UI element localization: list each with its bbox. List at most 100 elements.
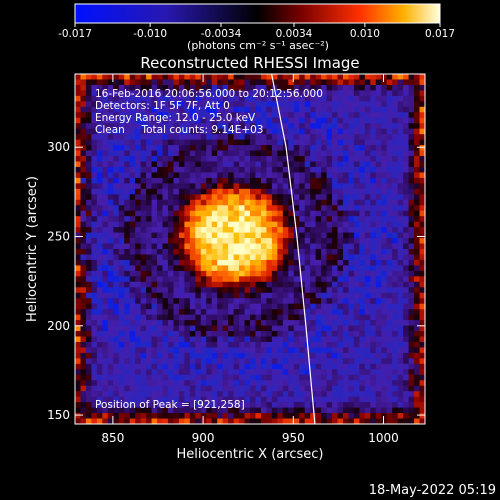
heatmap-cell xyxy=(129,238,136,244)
heatmap-cell xyxy=(91,145,98,151)
heatmap-cell xyxy=(266,79,273,86)
heatmap-cell xyxy=(370,380,377,387)
heatmap-cell xyxy=(288,101,295,108)
heatmap-cell xyxy=(353,374,360,381)
heatmap-cell xyxy=(178,407,185,414)
heatmap-cell xyxy=(348,325,355,332)
heatmap-cell xyxy=(118,259,125,266)
heatmap-cell xyxy=(200,391,207,398)
heatmap-cell xyxy=(239,84,245,91)
heatmap-cell xyxy=(321,374,327,381)
heatmap-cell xyxy=(107,358,114,365)
heatmap-cell xyxy=(239,161,245,168)
heatmap-cell xyxy=(178,363,185,370)
heatmap-cell xyxy=(342,303,349,310)
heatmap-cell xyxy=(233,90,240,97)
heatmap-cell xyxy=(200,194,207,201)
heatmap-cell xyxy=(266,183,273,190)
heatmap-cell xyxy=(113,123,120,130)
heatmap-cell xyxy=(173,128,180,135)
heatmap-cell xyxy=(299,101,306,108)
heatmap-cell xyxy=(118,101,125,108)
heatmap-cell xyxy=(359,74,366,80)
heatmap-cell xyxy=(189,391,196,398)
colorbar-tick-label: 0.0034 xyxy=(276,28,313,40)
heatmap-cell xyxy=(135,374,142,381)
heatmap-cell xyxy=(397,276,404,283)
heatmap-cell xyxy=(102,210,109,217)
heatmap-cell xyxy=(250,320,256,326)
heatmap-cell xyxy=(96,183,103,190)
heatmap-cell xyxy=(337,128,344,135)
heatmap-cell xyxy=(195,358,202,365)
heatmap-cell xyxy=(315,238,322,244)
heatmap-cell xyxy=(255,358,262,365)
heatmap-cell xyxy=(332,380,338,387)
heatmap-cell xyxy=(277,298,284,305)
heatmap-cell xyxy=(386,188,393,195)
heatmap-cell xyxy=(113,265,120,272)
heatmap-cell xyxy=(140,331,147,337)
heatmap-cell xyxy=(392,270,399,277)
heatmap-cell xyxy=(299,254,306,261)
heatmap-cell xyxy=(359,341,366,348)
heatmap-cell xyxy=(167,380,174,387)
heatmap-cell xyxy=(75,112,81,119)
heatmap-cell xyxy=(277,90,284,97)
heatmap-cell xyxy=(386,166,393,173)
heatmap-cell xyxy=(375,418,382,424)
heatmap-cell xyxy=(239,320,245,326)
heatmap-cell xyxy=(162,374,169,381)
heatmap-cell xyxy=(403,407,409,414)
heatmap-cell xyxy=(353,358,360,365)
heatmap-cell xyxy=(173,79,180,86)
heatmap-cell xyxy=(113,90,120,97)
heatmap-cell xyxy=(408,117,415,124)
heatmap-cell xyxy=(124,134,131,141)
heatmap-cell xyxy=(304,320,311,326)
heatmap-cell xyxy=(332,287,338,294)
heatmap-cell xyxy=(293,281,300,288)
heatmap-cell xyxy=(75,396,81,403)
heatmap-cell xyxy=(184,380,191,387)
heatmap-cell xyxy=(222,74,229,80)
heatmap-cell xyxy=(332,172,338,179)
heatmap-cell xyxy=(266,161,273,168)
heatmap-cell xyxy=(282,156,289,162)
heatmap-cell xyxy=(392,232,399,239)
heatmap-cell xyxy=(299,363,306,370)
heatmap-cell xyxy=(277,150,284,157)
heatmap-cell xyxy=(348,194,355,201)
heatmap-cell xyxy=(107,101,114,108)
heatmap-cell xyxy=(255,320,262,326)
heatmap-cell xyxy=(288,358,295,365)
heatmap-cell xyxy=(217,249,224,255)
heatmap-cell xyxy=(195,303,202,310)
heatmap-cell xyxy=(217,188,224,195)
heatmap-cell xyxy=(403,385,409,392)
heatmap-cell xyxy=(118,396,125,403)
heatmap-cell xyxy=(135,249,142,255)
heatmap-cell xyxy=(239,341,245,348)
heatmap-cell xyxy=(359,407,366,414)
heatmap-cell xyxy=(342,238,349,244)
heatmap-cell xyxy=(80,166,87,173)
heatmap-cell xyxy=(211,347,218,354)
heatmap-cell xyxy=(157,216,163,223)
heatmap-cell xyxy=(370,123,377,130)
heatmap-cell xyxy=(184,177,191,184)
heatmap-cell xyxy=(217,391,224,398)
heatmap-cell xyxy=(217,347,224,354)
heatmap-cell xyxy=(178,172,185,179)
heatmap-cell xyxy=(151,84,158,91)
y-tick-label: 300 xyxy=(47,140,70,154)
heatmap-cell xyxy=(124,418,131,424)
heatmap-cell xyxy=(124,238,131,244)
heatmap-cell xyxy=(211,199,218,206)
heatmap-cell xyxy=(414,90,420,97)
heatmap-cell xyxy=(419,249,425,255)
heatmap-cell xyxy=(129,303,136,310)
heatmap-cell xyxy=(217,123,224,130)
heatmap-cell xyxy=(233,194,240,201)
heatmap-cell xyxy=(146,331,152,337)
